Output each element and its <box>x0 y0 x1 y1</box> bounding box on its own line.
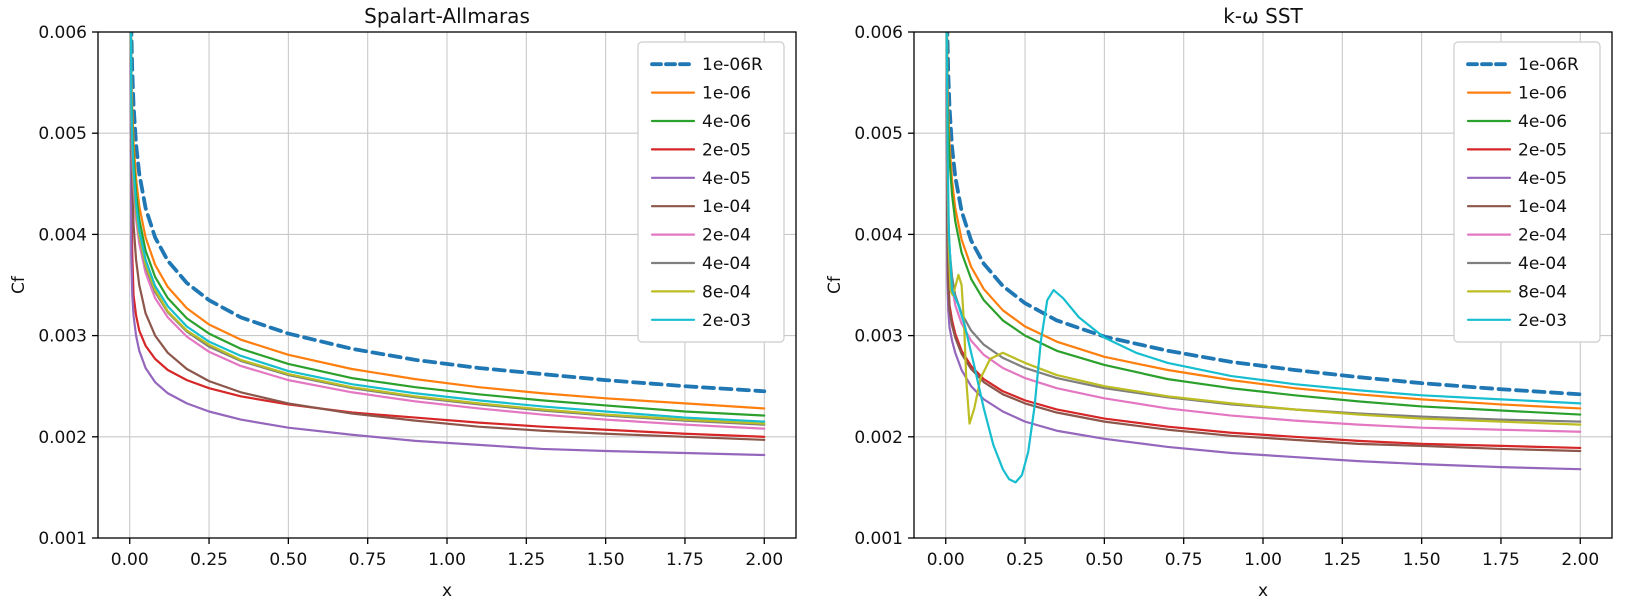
x-tick-label: 1.25 <box>1323 550 1361 570</box>
series-line-4e-06 <box>945 32 1582 416</box>
y-axis-label: Cf <box>825 275 845 294</box>
y-tick-label: 0.003 <box>854 327 903 347</box>
series-line-4e-05 <box>129 51 766 457</box>
legend-entry-8e-04: 8e-04 <box>702 282 751 302</box>
y-axis-label: Cf <box>9 275 29 294</box>
y-tick-label: 0.005 <box>854 124 903 144</box>
legend-entry-4e-04: 4e-04 <box>702 254 751 274</box>
chart-title: k-ω SST <box>1223 4 1303 28</box>
legend: 1e-06R 1e-06 4e-06 2e-05 4e-05 1e-04 2e-04 4e-0… <box>1453 41 1601 343</box>
x-tick-label: 0.00 <box>927 550 965 570</box>
legend-entry-2e-03: 2e-03 <box>702 311 751 331</box>
x-tick-label: 0.25 <box>1006 550 1044 570</box>
plot-svg-0: 0.00 0.25 0.50 0.75 1.00 1.25 1.50 1.75 2.00 0.00… <box>9 4 797 601</box>
legend-entry-4e-06: 4e-06 <box>1518 112 1567 132</box>
legend-box <box>1453 41 1601 343</box>
y-tick-label: 0.002 <box>38 428 87 448</box>
x-tick-label: 1.00 <box>1244 550 1282 570</box>
series-line-1e-06R <box>129 32 767 394</box>
series-line-2e-05 <box>129 32 766 438</box>
series-line-1e-04 <box>129 32 766 441</box>
legend-entry-1e-06: 1e-06 <box>702 84 751 104</box>
chart-spalart-allmaras: 0.00 0.25 0.50 0.75 1.00 1.25 1.50 1.75 2.00 0.00… <box>0 0 816 605</box>
x-tick-label: 0.50 <box>269 550 307 570</box>
y-tick-label: 0.005 <box>38 124 87 144</box>
x-axis-label: x <box>442 581 452 601</box>
legend-entry-1e-06: 1e-06 <box>1518 84 1567 104</box>
legend-entry-1e-06R: 1e-06R <box>702 55 763 75</box>
legend-entry-8e-04: 8e-04 <box>1518 282 1567 302</box>
x-axis-label: x <box>1258 581 1268 601</box>
x-tick-label: 1.50 <box>1403 550 1441 570</box>
legend-entry-2e-05: 2e-05 <box>1518 140 1567 160</box>
x-tick-label: 1.25 <box>507 550 545 570</box>
legend: 1e-06R 1e-06 4e-06 2e-05 4e-05 1e-04 2e-04 4e-0… <box>637 41 785 343</box>
series-line-1e-06R <box>945 32 1583 397</box>
y-tick-label: 0.006 <box>854 23 903 43</box>
x-tick-label: 0.50 <box>1085 550 1123 570</box>
y-tick-label: 0.004 <box>38 225 87 245</box>
y-tick-label: 0.004 <box>854 225 903 245</box>
legend-entry-1e-06R: 1e-06R <box>1518 55 1579 75</box>
legend-entry-4e-06: 4e-06 <box>702 112 751 132</box>
legend-entry-2e-04: 2e-04 <box>702 226 751 246</box>
legend-entry-1e-04: 1e-04 <box>1518 197 1567 217</box>
series-line-8e-04 <box>945 32 1582 426</box>
chart-title: Spalart-Allmaras <box>364 4 530 28</box>
y-tick-label: 0.003 <box>38 327 87 347</box>
series-line-1e-04 <box>945 61 1582 453</box>
x-tick-label: 1.00 <box>428 550 466 570</box>
legend-entry-2e-03: 2e-03 <box>1518 311 1567 331</box>
legend-entry-4e-04: 4e-04 <box>1518 254 1567 274</box>
series-line-2e-03 <box>129 32 766 423</box>
y-tick-label: 0.006 <box>38 23 87 43</box>
y-tick-label: 0.001 <box>38 529 87 549</box>
x-tick-label: 0.75 <box>1165 550 1203 570</box>
x-tick-label: 1.75 <box>666 550 704 570</box>
x-tick-label: 0.25 <box>190 550 228 570</box>
x-tick-label: 2.00 <box>745 550 783 570</box>
y-tick-label: 0.001 <box>854 529 903 549</box>
legend-entry-1e-04: 1e-04 <box>702 197 751 217</box>
legend-box <box>637 41 785 343</box>
y-tick-label: 0.002 <box>854 428 903 448</box>
chart-k-omega-sst: 0.00 0.25 0.50 0.75 1.00 1.25 1.50 1.75 2.00 0.00… <box>816 0 1632 605</box>
x-tick-label: 0.00 <box>111 550 149 570</box>
plot-svg-1: 0.00 0.25 0.50 0.75 1.00 1.25 1.50 1.75 2.00 0.00… <box>825 4 1613 601</box>
legend-entry-4e-05: 4e-05 <box>702 169 751 189</box>
x-tick-label: 1.75 <box>1482 550 1520 570</box>
legend-entry-2e-05: 2e-05 <box>702 140 751 160</box>
x-tick-label: 2.00 <box>1561 550 1599 570</box>
legend-entry-2e-04: 2e-04 <box>1518 226 1567 246</box>
legend-entry-4e-05: 4e-05 <box>1518 169 1567 189</box>
x-tick-label: 0.75 <box>349 550 387 570</box>
series-line-2e-03 <box>945 32 1582 484</box>
x-tick-label: 1.50 <box>587 550 625 570</box>
series-line-4e-05 <box>945 81 1582 471</box>
